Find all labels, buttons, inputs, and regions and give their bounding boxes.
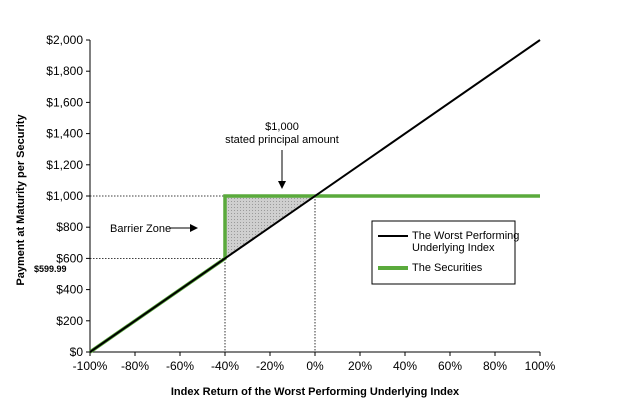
y-tick-label: $0	[70, 345, 84, 359]
principal-annotation-line2: stated principal amount	[225, 134, 339, 146]
x-tick-label: 20%	[348, 359, 372, 373]
y-tick-label: $200	[56, 314, 83, 328]
principal-annotation-line1: $1,000	[265, 121, 299, 133]
x-tick-label: 100%	[525, 359, 556, 373]
y-axis-ticks: $0 $200 $400 $600 $800 $1,000 $1,200 $1,400 $1,6…	[46, 33, 90, 359]
x-axis-ticks: -100% -80% -60% -40% -20% 0% 20% 40% 60% 80% 100%	[73, 352, 556, 373]
x-tick-label: 60%	[438, 359, 462, 373]
barrier-arrow-head	[190, 224, 198, 232]
axes: -100% -80% -60% -40% -20% 0% 20% 40% 60% 80% 100% …	[46, 33, 555, 373]
x-tick-label: 0%	[306, 359, 324, 373]
legend-box	[371, 220, 516, 285]
x-tick-label: -80%	[121, 359, 149, 373]
legend-label-index-line1: The Worst Performing	[412, 230, 519, 242]
y-tick-label: $1,200	[46, 158, 83, 172]
y-tick-label: $2,000	[46, 33, 83, 47]
y-tick-label: $1,000	[46, 189, 83, 203]
y-tick-label: $1,600	[46, 95, 83, 109]
x-tick-label: 80%	[483, 359, 507, 373]
legend-label-index-line2: Underlying Index	[412, 242, 495, 254]
y-tick-label: $800	[56, 220, 83, 234]
x-tick-label: -20%	[256, 359, 284, 373]
y-tick-label: $1,800	[46, 64, 83, 78]
principal-arrow-head	[278, 181, 286, 189]
legend-label-securities: The Securities	[412, 262, 483, 274]
y-tick-label: $600	[56, 251, 83, 265]
x-tick-label: 40%	[393, 359, 417, 373]
x-tick-label: -40%	[211, 359, 239, 373]
x-tick-label: -100%	[73, 359, 108, 373]
legend: The Worst Performing Underlying Index Th…	[371, 220, 519, 285]
barrier-value-label: $599.99	[34, 264, 67, 274]
series-layer	[89, 39, 541, 354]
y-tick-label: $400	[56, 283, 83, 297]
annotations: $1,000 stated principal amount Barrier Z…	[34, 121, 339, 274]
y-axis-title: Payment at Maturity per Security	[15, 114, 27, 286]
x-axis-title: Index Return of the Worst Performing Und…	[171, 386, 460, 398]
y-tick-label: $1,400	[46, 127, 83, 141]
series-index-line	[89, 39, 541, 353]
barrier-zone-label: Barrier Zone	[110, 223, 171, 235]
x-tick-label: -60%	[166, 359, 194, 373]
